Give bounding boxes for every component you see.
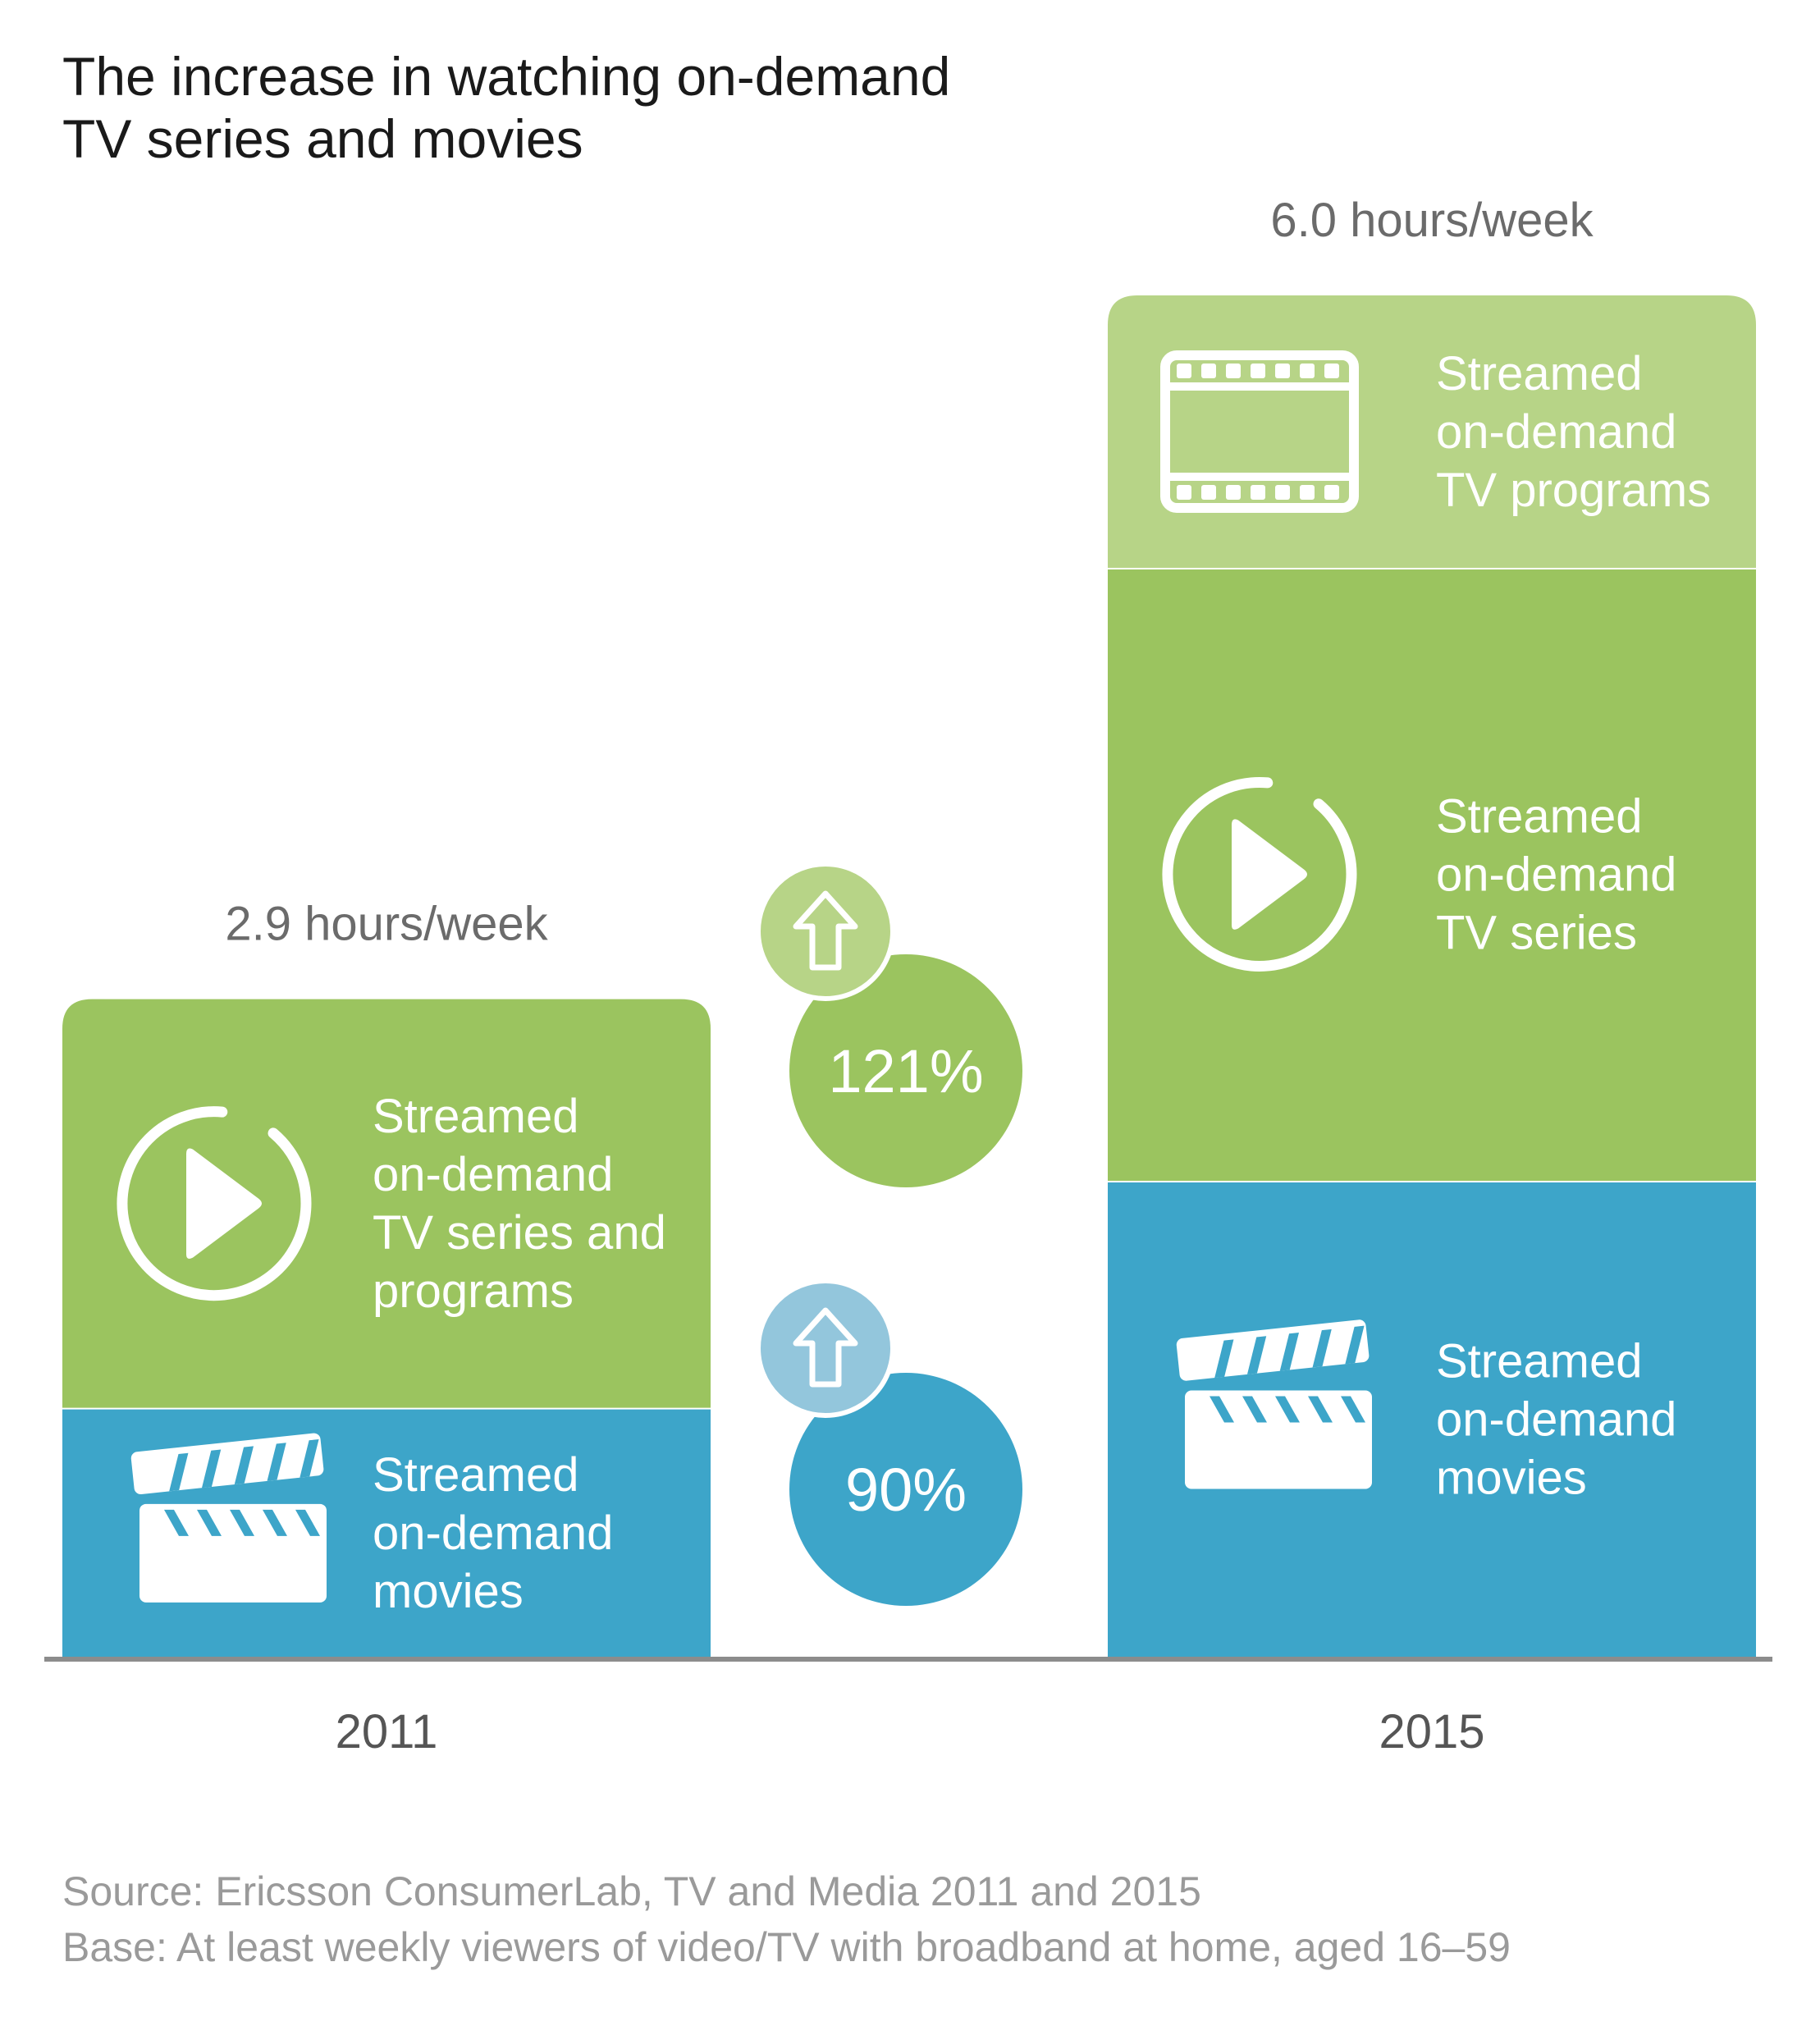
- growth-percent-label: 121%: [828, 1037, 983, 1105]
- bar-segment-rect: [1108, 295, 1756, 568]
- segment-label: movies: [1436, 1452, 1587, 1505]
- up-arrow-icon: [756, 862, 895, 1001]
- play-icon: [117, 1106, 312, 1301]
- chart-title-line: TV series and movies: [62, 108, 583, 169]
- clapperboard-icon: [1176, 1319, 1372, 1489]
- up-arrow-icon: [756, 1278, 895, 1418]
- segment-label: programs: [373, 1264, 574, 1318]
- segment-label: movies: [373, 1565, 524, 1618]
- base-note: Base: At least weekly viewers of video/T…: [62, 1924, 1511, 1970]
- segment-label: on-demand: [1436, 1393, 1676, 1447]
- footer: Source: Ericsson ConsumerLab, TV and Med…: [62, 1868, 1511, 1970]
- film-strip-frame: [1160, 350, 1359, 513]
- clapper-board: [1185, 1390, 1372, 1489]
- segment-label: TV programs: [1436, 464, 1711, 517]
- x-tick-label: 2011: [336, 1705, 438, 1758]
- total-label: 6.0 hours/week: [1270, 194, 1594, 247]
- play-icon-triangle: [186, 1148, 262, 1259]
- play-icon-triangle: [1232, 819, 1307, 930]
- growth-percent-label: 90%: [845, 1456, 967, 1524]
- chart-title: The increase in watching on-demand TV se…: [62, 46, 950, 169]
- growth-badges: 121% 90%: [756, 862, 1022, 1606]
- bar-segment-rect: [62, 999, 711, 1408]
- x-tick-label: 2015: [1379, 1705, 1484, 1758]
- growth-circle: [789, 1373, 1022, 1606]
- segment-label: Streamed: [373, 1090, 578, 1143]
- play-icon: [1162, 776, 1357, 972]
- segment-label: Streamed: [373, 1448, 578, 1502]
- segment-label: Streamed: [1436, 347, 1642, 400]
- segment-label: TV series and: [373, 1206, 666, 1260]
- clapperboard-icon: [130, 1433, 327, 1603]
- play-icon-ring: [1162, 776, 1357, 972]
- bars: Streamedon-demandmoviesStreamedon-demand…: [62, 194, 1756, 1658]
- segment-label: on-demand: [373, 1148, 613, 1201]
- x-axis-labels: 2011 2015: [336, 1705, 1485, 1758]
- segment-label: on-demand: [1436, 848, 1676, 902]
- clapper-arm: [130, 1433, 324, 1495]
- bar-segment-rect: [1108, 568, 1756, 1181]
- play-icon-ring: [117, 1106, 312, 1301]
- growth-badge-movies: 90%: [756, 1278, 1022, 1606]
- clapper-arm: [1176, 1319, 1370, 1381]
- source-note: Source: Ericsson ConsumerLab, TV and Med…: [62, 1868, 1201, 1914]
- film-strip-icon: [1160, 350, 1359, 513]
- growth-circle: [789, 954, 1022, 1187]
- total-label: 2.9 hours/week: [225, 898, 548, 951]
- growth-badge-tv_series: 121%: [756, 862, 1022, 1187]
- clapper-board: [139, 1503, 327, 1603]
- segment-label: on-demand: [1436, 405, 1676, 459]
- segment-label: TV series: [1436, 907, 1637, 960]
- segment-label: Streamed: [1436, 1335, 1642, 1388]
- segment-label: on-demand: [373, 1507, 613, 1560]
- chart-title-line: The increase in watching on-demand: [62, 46, 950, 107]
- segment-label: Streamed: [1436, 790, 1642, 844]
